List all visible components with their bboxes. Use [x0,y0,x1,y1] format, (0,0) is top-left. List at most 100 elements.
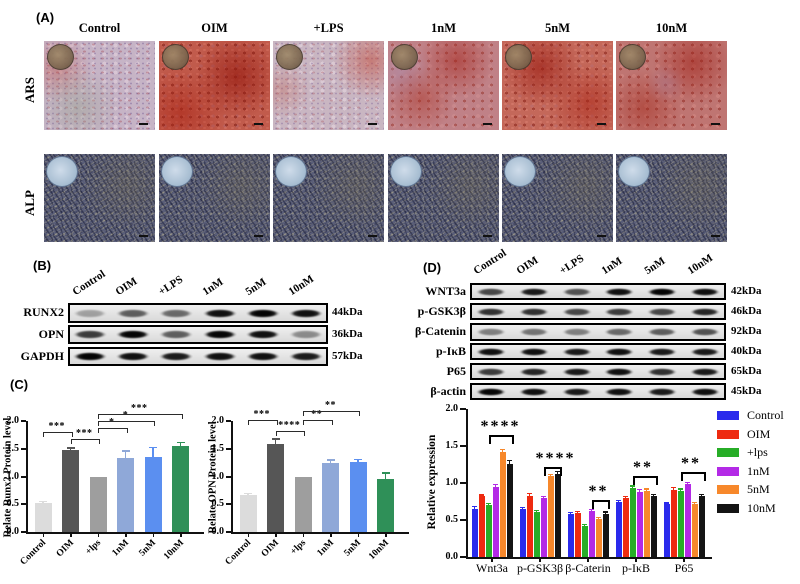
bar-oim-wnt3a [478,496,485,557]
blot-band-10nm [689,287,720,296]
bar-1nm-wnt3a [492,486,499,557]
well-bubble [161,156,193,187]
y-tick-label: 1.0 [6,470,20,482]
opn-protein-chart: 0.0 0.5 1.0 1.5 2.0 Control OIM +lps 1nM 5nM 10nM *… [205,395,410,584]
protein-label-p65: P65 [446,363,466,378]
error-bar [247,493,249,496]
bar-1nm-caterin [588,511,595,557]
well-bubble [505,44,532,70]
error-cap [540,495,547,497]
error-cap [66,447,75,449]
blot-band-control [476,287,507,296]
blot-band-lps [561,307,592,316]
error-cap [698,493,705,495]
bar-oim-caterin [574,512,581,557]
significance-stars: **** [480,417,521,435]
blot-band-lps [561,347,592,356]
error-cap [643,488,650,490]
error-cap [271,438,280,440]
error-bar [597,517,600,519]
error-cap [650,493,657,495]
blot-band-lps [561,367,592,376]
condition-label-10nm: 10nM [685,251,715,277]
significance-bracket [488,434,514,444]
error-cap [588,509,595,511]
x-category-label-wnt3a: Wnt3a [476,561,508,575]
blot-band-1nm [202,308,237,318]
runx2-protein-chart: 0.0 0.5 1.0 1.5 2.0 Control OIM +lps 1nM 5nM 10nM *… [0,395,205,584]
x-axis [466,557,712,559]
well-bubble [390,156,422,187]
blot-band-oim [116,352,150,361]
error-bar [179,442,182,446]
error-cap [684,481,691,483]
panel-a-letter: (A) [36,10,55,25]
error-bar [583,524,586,526]
blot-band-control [476,367,507,376]
bar-5nm-p65 [691,504,698,557]
x-tick [539,559,541,562]
protein-label-gapdh: GAPDH [20,348,64,363]
protein-label-opn: OPN [38,326,64,341]
legend-label-oim: OIM [747,426,771,441]
bar-5nm-p-i-b [643,491,650,557]
bar-5nm-caterin [595,518,602,557]
bar-lps [294,476,312,532]
error-bar [631,485,634,489]
significance-stars: ** [311,408,323,420]
x-tick [357,534,359,537]
blot-band-10nm [289,352,324,361]
condition-label-oim: OIM [201,21,228,35]
x-tick [180,534,182,537]
micrograph-ars-5nm [502,41,613,130]
x-category-label-caterin: β-Caterin [565,561,611,575]
bar-oim-p-gsk3 [526,495,533,557]
error-cap [381,472,390,474]
blot-band-lps [561,387,592,396]
well-bubble [391,44,418,70]
micrograph-alp-10nm [616,154,727,242]
legend-swatch-oim [717,429,739,439]
error-bar [521,507,524,509]
error-cap [499,449,506,451]
bar-lps-caterin [581,525,588,557]
well-bubble [47,44,74,70]
well-bubble [618,156,650,187]
significance-bracket [98,414,183,420]
legend-swatch-10nm [717,503,739,513]
error-bar [693,502,696,505]
significance-stars: *** [76,427,93,439]
error-cap [615,500,622,502]
y-tick-label: 1.5 [445,440,459,451]
scale-bar [597,234,606,237]
error-cap [636,489,643,491]
legend-swatch-control [717,411,739,420]
error-cap [506,460,513,462]
y-tick [226,447,231,450]
significance-stars: *** [253,408,270,420]
blot-box-catenin [470,323,726,341]
bar-5nm [349,462,367,532]
blot-box-p65 [470,363,726,380]
legend-label-1nm: 1nM [747,463,770,478]
bar-1nm-p-gsk3 [540,497,547,557]
y-tick [460,445,466,447]
blot-band-oim [519,287,549,296]
significance-stars: *** [48,421,65,433]
blot-box-p-gsk3 [470,303,726,320]
legend-label-lps: +lps [747,445,768,459]
well-bubble [46,156,78,187]
blot-box-gapdh [68,347,328,366]
condition-label-lps: +LPS [557,252,586,277]
significance-bracket [70,438,100,444]
significance-bracket [632,476,658,486]
blot-band-5nm [647,307,677,316]
y-tick-label: 1.5 [6,442,20,454]
y-tick [460,482,466,484]
error-bar [494,484,497,487]
legend-label-10nm: 10nM [747,500,776,515]
error-bar [665,502,668,505]
mw-label-opn: 36kDa [332,327,363,340]
